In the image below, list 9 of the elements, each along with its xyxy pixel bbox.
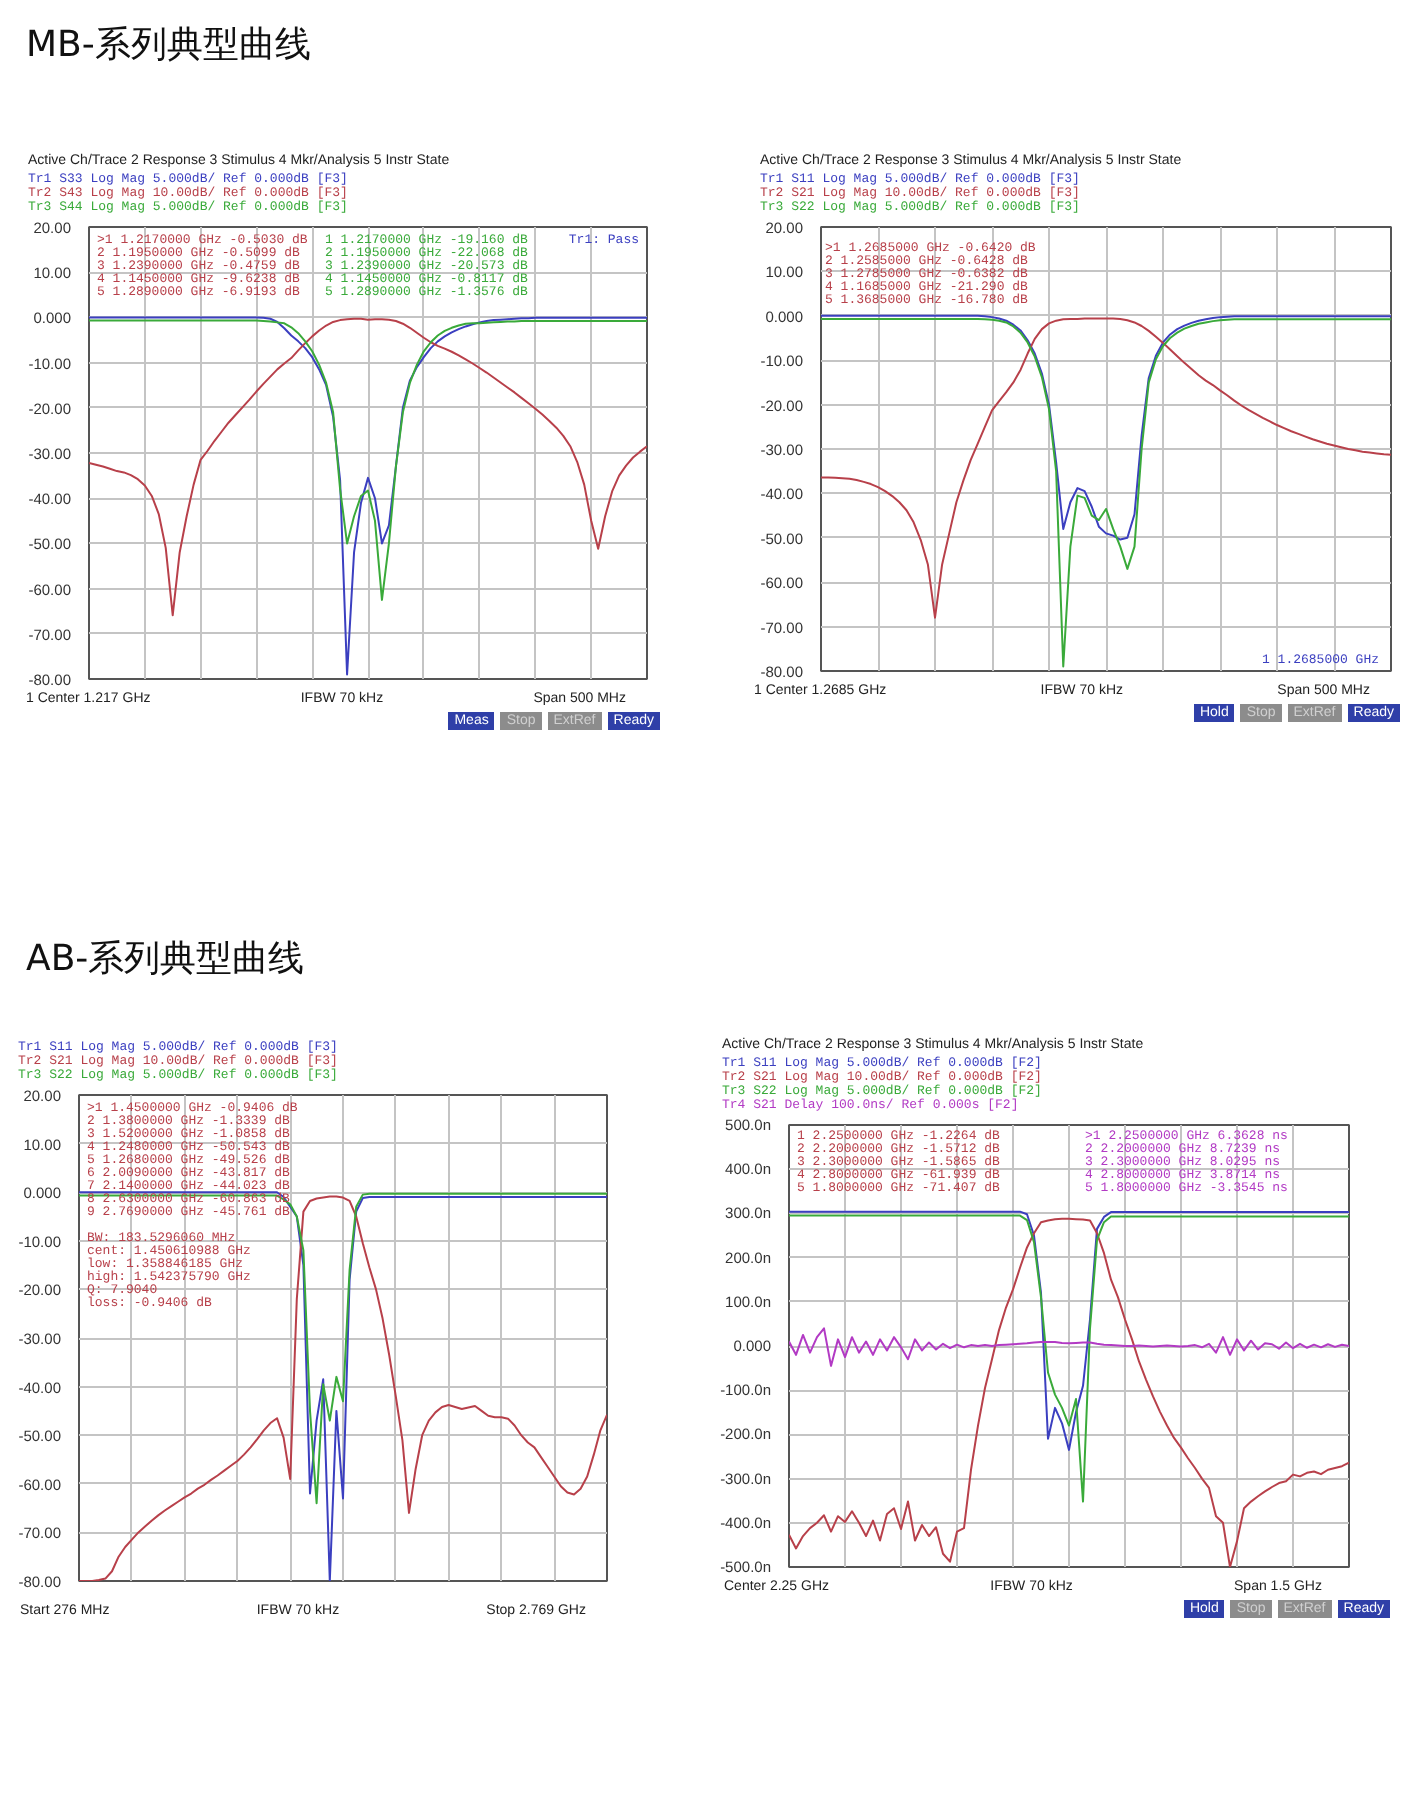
line-series (789, 1217, 1349, 1567)
line-series (789, 1327, 1349, 1367)
line-series (789, 1214, 1349, 1503)
line-series (789, 1210, 1349, 1451)
line-series (821, 314, 1391, 541)
chart-title: AB-系列典型曲线 (26, 936, 305, 984)
chart-title: MB-系列典型曲线 (26, 22, 311, 70)
line-series (89, 316, 647, 676)
line-series (79, 1192, 607, 1505)
